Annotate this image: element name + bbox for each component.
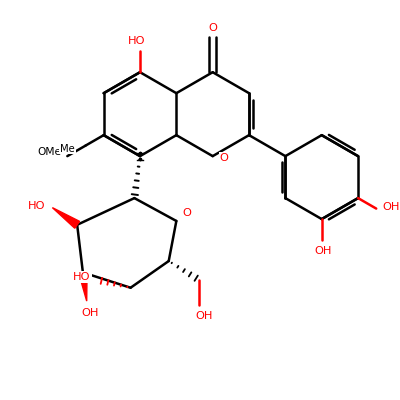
Polygon shape (79, 272, 87, 301)
Text: OH: OH (382, 202, 400, 212)
Text: OH: OH (82, 308, 99, 318)
Polygon shape (52, 208, 80, 228)
Text: O: O (208, 23, 217, 33)
Text: O: O (182, 208, 192, 218)
Text: HO: HO (73, 272, 91, 282)
Text: OH: OH (315, 246, 332, 256)
Text: HO: HO (128, 36, 145, 46)
Text: Me: Me (60, 144, 75, 154)
Text: HO: HO (28, 201, 46, 211)
Text: OMe: OMe (38, 147, 62, 157)
Text: OH: OH (195, 310, 212, 320)
Text: O: O (220, 153, 228, 163)
